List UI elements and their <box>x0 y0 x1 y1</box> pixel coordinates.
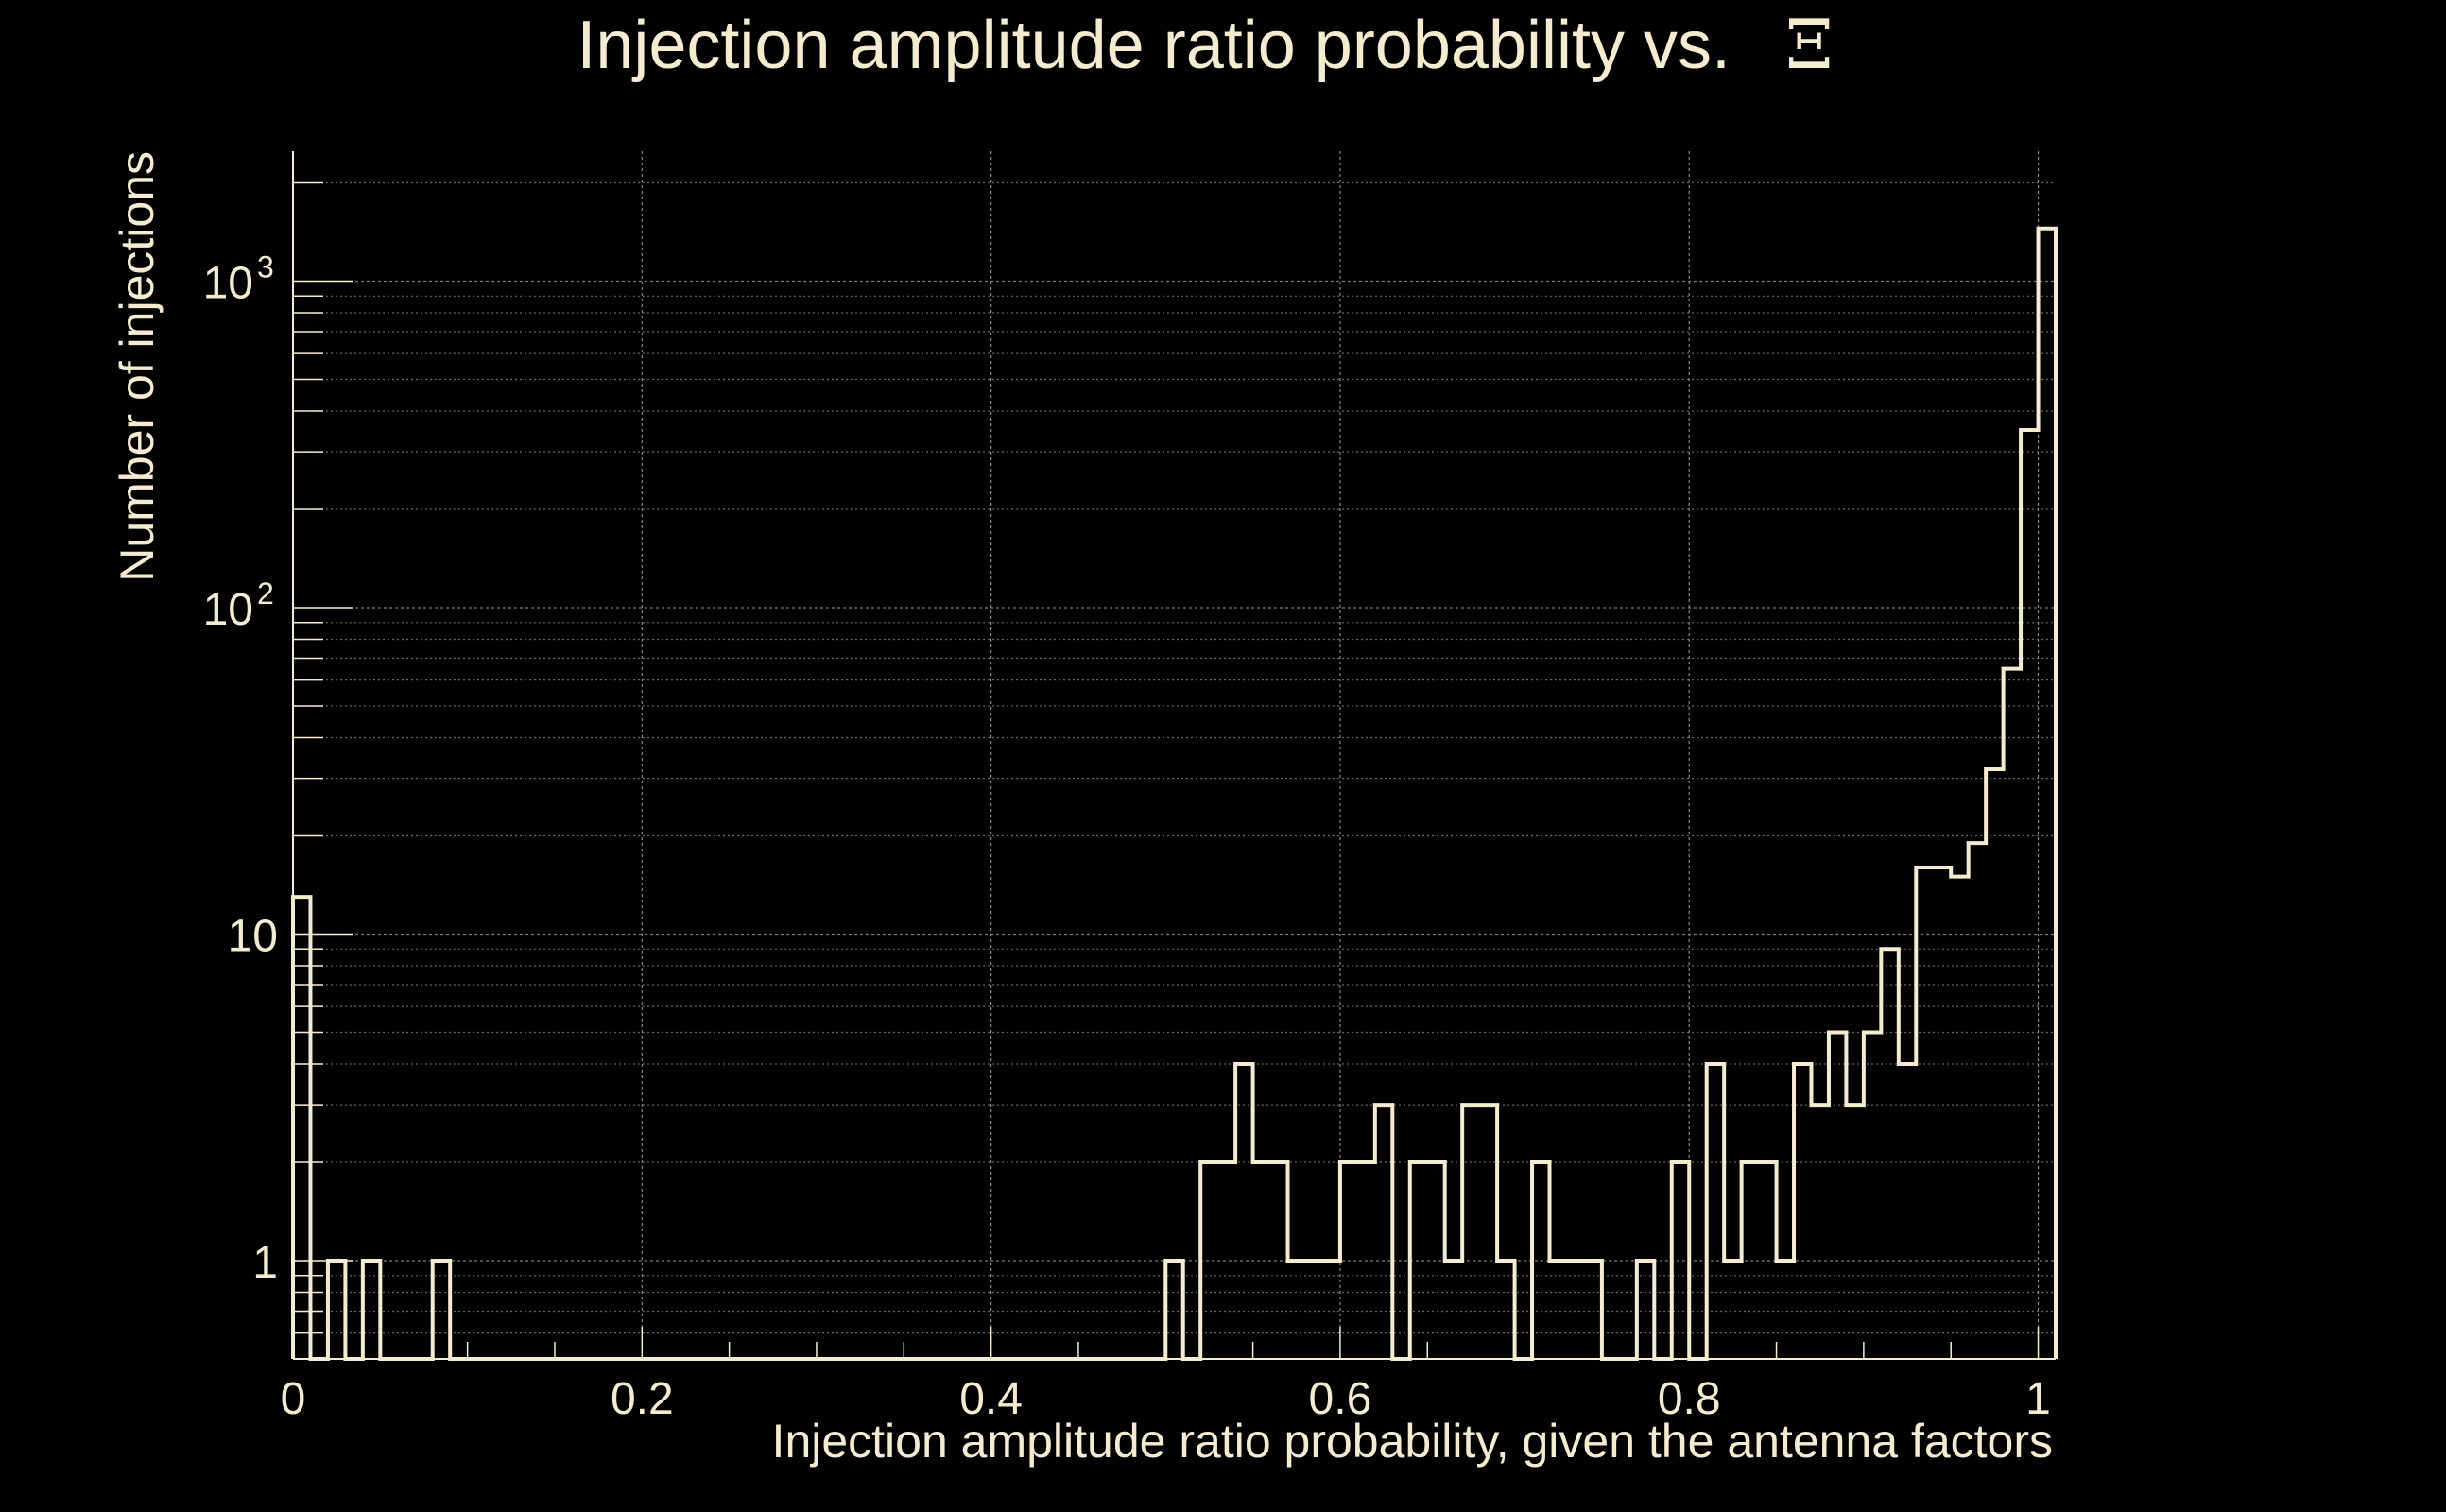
y-tick-label: 10 <box>203 258 253 308</box>
chart-title-text: Injection amplitude ratio probability vs… <box>577 8 1731 83</box>
x-axis-label: Injection amplitude ratio probability, g… <box>772 1415 2053 1468</box>
chart-title: Injection amplitude ratio probability vs… <box>577 5 1833 84</box>
y-tick-label-exponent: 3 <box>257 249 274 284</box>
x-tick-label: 0 <box>281 1374 306 1424</box>
histogram-line <box>291 226 2058 1361</box>
y-tick-label: 10 <box>203 585 253 635</box>
y-tick-label: 10 <box>228 911 278 961</box>
x-tick-label: 0.4 <box>959 1374 1023 1424</box>
x-tick-labels: 0 0.2 0.4 0.6 0.8 1 <box>281 1374 2051 1424</box>
x-tick-label: 1 <box>2025 1374 2051 1424</box>
tick-marks <box>292 181 2040 1360</box>
chart-title-symbol: Ξ <box>1785 5 1834 84</box>
y-tick-label-exponent: 2 <box>257 576 274 610</box>
x-tick-label: 0.8 <box>1658 1374 1721 1424</box>
x-tick-label: 0.2 <box>611 1374 674 1424</box>
x-tick-label: 0.6 <box>1309 1374 1372 1424</box>
axes <box>292 151 2056 1360</box>
y-axis-label: Number of injections <box>111 151 164 582</box>
grid-lines <box>292 151 2056 1360</box>
y-tick-label: 1 <box>252 1238 278 1288</box>
